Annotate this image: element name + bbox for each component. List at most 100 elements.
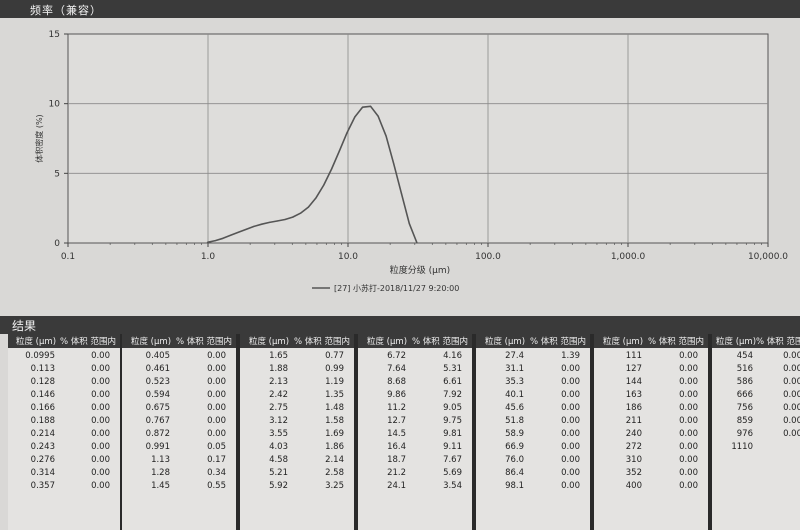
table-row: 0.594 0.00 <box>122 390 236 403</box>
size-cell: 310 <box>625 455 642 465</box>
table-row: 5.92 3.25 <box>240 481 354 494</box>
table-row: 98.1 0.00 <box>476 481 590 494</box>
header-volume: % 体积 范围内 <box>412 337 468 347</box>
size-cell: 240 <box>625 429 642 439</box>
volume-cell: 1.39 <box>561 351 580 361</box>
size-cell: 4.03 <box>269 442 288 452</box>
size-cell: 0.0995 <box>25 351 55 361</box>
data-point <box>206 241 209 243</box>
table-row: 0.461 0.00 <box>122 364 236 377</box>
table-row: 240 0.00 <box>594 429 708 442</box>
size-cell: 186 <box>625 403 642 413</box>
table-row: 76.0 0.00 <box>476 455 590 468</box>
size-cell: 0.214 <box>30 429 55 439</box>
volume-cell: 0.00 <box>783 390 800 400</box>
volume-cell: 4.16 <box>443 351 462 361</box>
data-point <box>299 212 302 214</box>
size-cell: 11.2 <box>387 403 406 413</box>
column-separator <box>354 334 358 530</box>
table-row: 0.523 0.00 <box>122 377 236 390</box>
volume-cell: 0.00 <box>561 390 580 400</box>
table-row: 0.767 0.00 <box>122 416 236 429</box>
y-tick-label: 0 <box>54 239 60 249</box>
table-row: 24.1 3.54 <box>358 481 472 494</box>
table-row: 1.45 0.55 <box>122 481 236 494</box>
table-header: 粒度 (μm)% 体积 范围内 <box>240 334 354 348</box>
table-row: 163 0.00 <box>594 390 708 403</box>
table-row: 144 0.00 <box>594 377 708 390</box>
y-axis-label: 体积密度 (%) <box>34 114 44 162</box>
table-header: 粒度 (μm)% 体积 范围内 <box>476 334 590 348</box>
x-tick-label: 1,000.0 <box>611 252 646 262</box>
table-row: 0.0995 0.00 <box>8 351 120 364</box>
table-row: 0.314 0.00 <box>8 468 120 481</box>
table-row: 14.5 9.81 <box>358 429 472 442</box>
data-point <box>370 105 372 107</box>
size-cell: 0.166 <box>30 403 55 413</box>
table-row: 4.58 2.14 <box>240 455 354 468</box>
size-cell: 0.675 <box>145 403 170 413</box>
data-point <box>292 216 294 218</box>
size-cell: 98.1 <box>505 481 524 491</box>
size-cell: 0.314 <box>30 468 55 478</box>
size-cell: 0.188 <box>30 416 55 426</box>
volume-cell: 5.69 <box>443 468 462 478</box>
size-cell: 86.4 <box>505 468 524 478</box>
size-cell: 4.58 <box>269 455 288 465</box>
table-column: 粒度 (μm)% 体积 范围内 27.4 1.39 31.1 0.00 35.3 0.00 4… <box>476 334 590 530</box>
volume-cell: 0.17 <box>207 455 226 465</box>
size-cell: 16.4 <box>387 442 406 452</box>
data-point <box>315 197 317 199</box>
data-point <box>230 234 232 236</box>
size-distribution-chart: 0.1 1.0 10.0 100.0 1,000.0 10,000.0 0 5 10 15 体积密度… <box>34 30 788 293</box>
size-cell: 24.1 <box>387 481 406 491</box>
legend-label: [27] 小苏打-2018/11/27 9:20:00 <box>334 283 459 293</box>
table-row: 1.88 0.99 <box>240 364 354 377</box>
volume-cell: 9.11 <box>443 442 462 452</box>
volume-cell: 1.19 <box>325 377 344 387</box>
data-point <box>408 223 410 225</box>
table-row: 21.2 5.69 <box>358 468 472 481</box>
volume-cell: 0.00 <box>561 364 580 374</box>
size-cell: 0.767 <box>145 416 170 426</box>
plot-area <box>67 33 769 244</box>
volume-cell: 0.00 <box>561 403 580 413</box>
table-row: 5.21 2.58 <box>240 468 354 481</box>
table-row: 0.675 0.00 <box>122 403 236 416</box>
size-cell: 0.357 <box>30 481 55 491</box>
header-volume: % 体积 范围内 <box>176 337 232 347</box>
table-row: 66.9 0.00 <box>476 442 590 455</box>
size-cell: 45.6 <box>505 403 524 413</box>
volume-cell: 0.00 <box>783 377 800 387</box>
data-point <box>222 237 224 239</box>
data-point <box>237 231 239 233</box>
size-cell: 40.1 <box>505 390 524 400</box>
x-tick-label: 100.0 <box>475 252 501 262</box>
size-cell: 51.8 <box>505 416 524 426</box>
size-cell: 12.7 <box>387 416 406 426</box>
table-row: 0.405 0.00 <box>122 351 236 364</box>
table-row: 51.8 0.00 <box>476 416 590 429</box>
table-header: 粒度 (μm)% 体积 范围内 <box>8 334 120 348</box>
size-cell: 18.7 <box>387 455 406 465</box>
table-row: 756 0.00 <box>712 403 800 416</box>
volume-cell: 0.00 <box>91 364 110 374</box>
volume-cell: 0.00 <box>783 416 800 426</box>
size-cell: 0.128 <box>30 377 55 387</box>
volume-cell: 1.58 <box>325 416 344 426</box>
volume-cell: 0.00 <box>783 364 800 374</box>
size-cell: 7.64 <box>387 364 406 374</box>
size-cell: 0.872 <box>145 429 170 439</box>
results-header-band: 结果 <box>0 316 800 334</box>
x-tick-label: 1.0 <box>201 252 216 262</box>
x-tick-label: 0.1 <box>61 252 75 262</box>
size-cell: 454 <box>736 351 753 361</box>
data-point <box>245 228 247 230</box>
size-cell: 35.3 <box>505 377 524 387</box>
volume-cell: 3.54 <box>443 481 462 491</box>
data-point <box>307 206 309 208</box>
table-row: 186 0.00 <box>594 403 708 416</box>
x-axis-label: 粒度分级 (μm) <box>390 264 450 276</box>
y-tick-label: 5 <box>54 169 60 179</box>
header-size: 粒度 (μm) <box>248 337 290 347</box>
